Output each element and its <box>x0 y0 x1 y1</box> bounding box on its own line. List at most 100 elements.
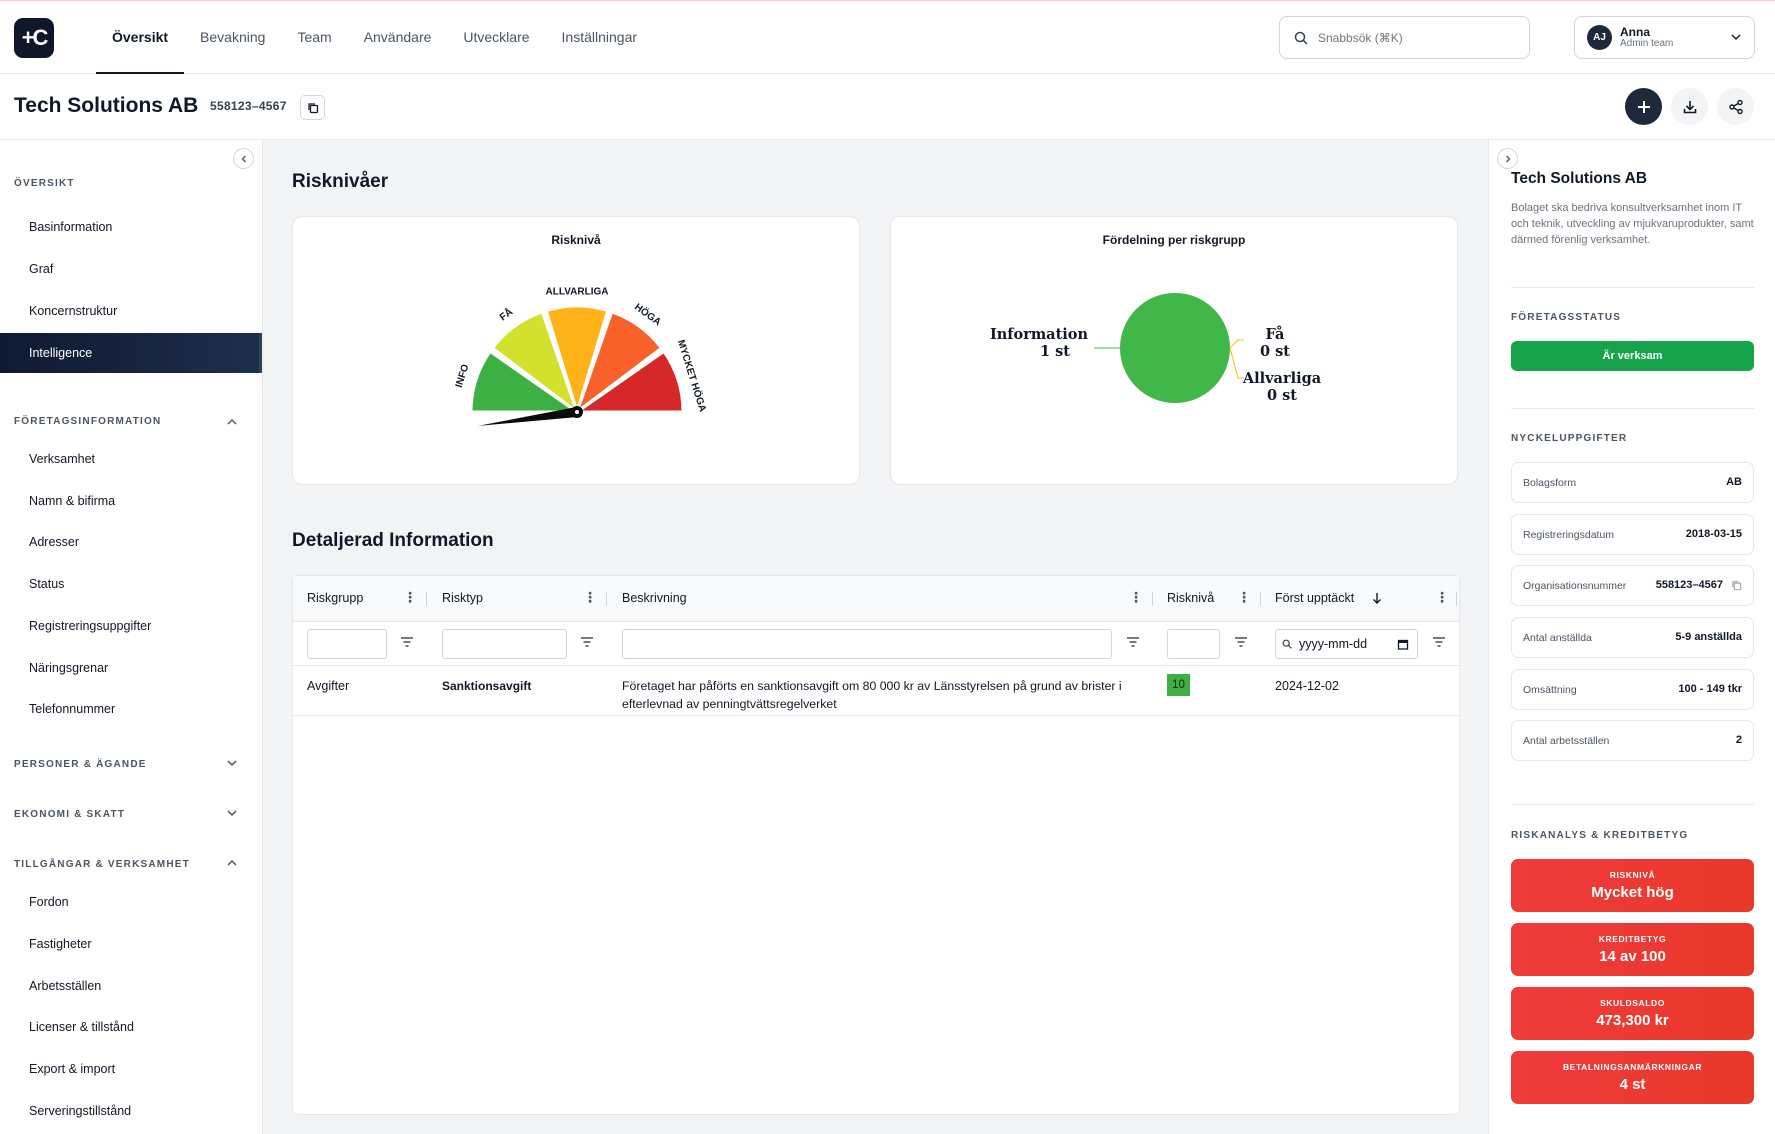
column-separator[interactable] <box>1260 592 1261 606</box>
sidebar-item-fastigheter[interactable]: Fastigheter <box>29 937 92 951</box>
column-menu-icon[interactable]: ⋮ <box>1237 589 1251 605</box>
key-value: AB <box>1726 476 1742 488</box>
share-button[interactable] <box>1717 88 1754 125</box>
chevron-down-icon[interactable] <box>226 757 238 769</box>
sidebar-item-intelligence[interactable]: Intelligence <box>0 333 262 373</box>
gauge-segment-höga <box>573 309 664 417</box>
sidebar-item-telefonnummer[interactable]: Telefonnummer <box>29 702 116 716</box>
key-label: Antal anställda <box>1523 632 1592 644</box>
avatar: AJ <box>1587 25 1612 50</box>
filter-icon[interactable] <box>580 636 594 648</box>
filter-icon[interactable] <box>400 636 414 648</box>
nav-oversikt[interactable]: Översikt <box>96 1 185 74</box>
sidebar-item-graf[interactable]: Graf <box>29 262 54 276</box>
pie-slice-information <box>1120 293 1230 403</box>
copy-button[interactable] <box>300 95 325 120</box>
sidebar-item-adresser[interactable]: Adresser <box>29 535 80 549</box>
download-icon <box>1683 100 1696 113</box>
left-sidebar: ÖVERSIKT Basinformation Graf Koncernstru… <box>0 140 263 1134</box>
download-button[interactable] <box>1671 88 1708 125</box>
filter-riskniva-input[interactable] <box>1167 629 1220 659</box>
nav-bevakning[interactable]: Bevakning <box>200 29 266 45</box>
company-status-label: FÖRETAGSSTATUS <box>1511 312 1622 323</box>
col-beskrivning[interactable]: Beskrivning <box>622 591 687 605</box>
main-nav: Översikt Bevakning Team Användare Utveck… <box>96 1 653 74</box>
section-personer-agande[interactable]: PERSONER & ÄGANDE <box>14 759 147 770</box>
company-header: Tech Solutions AB 558123–4567 <box>0 74 1775 140</box>
column-separator[interactable] <box>426 592 427 606</box>
chevron-down-icon[interactable] <box>226 807 238 819</box>
payment-remarks-card: BETALNINGSANMÄRKNINGAR 4 st <box>1511 1051 1754 1104</box>
key-value: 558123–4567 <box>1655 579 1723 591</box>
nav-anvandare[interactable]: Användare <box>363 29 432 45</box>
col-riskgrupp[interactable]: Riskgrupp <box>307 591 364 605</box>
nav-installningar[interactable]: Inställningar <box>561 29 638 45</box>
gauge-title: Risknivå <box>551 233 601 247</box>
app-logo[interactable]: +C <box>14 18 54 58</box>
quick-search[interactable] <box>1279 16 1530 59</box>
filter-icon[interactable] <box>1234 636 1248 648</box>
section-foretagsinformation[interactable]: FÖRETAGSINFORMATION <box>14 416 162 427</box>
cell-risktyp: Sanktionsavgift <box>442 679 532 693</box>
nav-team[interactable]: Team <box>297 29 332 45</box>
page-title: Tech Solutions AB <box>14 94 199 117</box>
filter-icon[interactable] <box>1126 636 1140 648</box>
table-row[interactable]: Avgifter Sanktionsavgift Företaget har p… <box>293 666 1459 716</box>
nav-utvecklare[interactable]: Utvecklare <box>463 29 530 45</box>
collapse-right-panel-button[interactable] <box>1497 148 1518 169</box>
column-menu-icon[interactable]: ⋮ <box>1435 589 1449 605</box>
column-separator[interactable] <box>606 592 607 606</box>
sidebar-item-licenser-tillstand[interactable]: Licenser & tillstånd <box>29 1020 134 1034</box>
card-value: 4 st <box>1619 1076 1646 1093</box>
col-forst-upptackt[interactable]: Först upptäckt <box>1275 591 1355 605</box>
filter-icon[interactable] <box>1432 636 1446 648</box>
sidebar-item-verksamhet[interactable]: Verksamhet <box>29 452 96 466</box>
copy-icon[interactable] <box>1731 580 1742 591</box>
key-label: Omsättning <box>1523 684 1577 696</box>
key-value: 100 - 149 tkr <box>1678 683 1742 695</box>
gauge-segment-mycket-höga <box>572 349 685 414</box>
card-label: SKULDSALDO <box>1599 998 1666 1008</box>
chevron-up-icon[interactable] <box>226 416 238 428</box>
sidebar-item-koncernstruktur[interactable]: Koncernstruktur <box>29 304 118 318</box>
sort-descending-icon[interactable] <box>1371 592 1383 605</box>
sidebar-item-basinformation[interactable]: Basinformation <box>29 220 113 234</box>
search-input[interactable] <box>1318 30 1508 45</box>
sidebar-item-naringsgrenar[interactable]: Näringsgrenar <box>29 661 109 675</box>
column-menu-icon[interactable]: ⋮ <box>583 589 597 605</box>
sidebar-item-registreringsuppgifter[interactable]: Registreringsuppgifter <box>29 619 152 633</box>
card-label: BETALNINGSANMÄRKNINGAR <box>1562 1062 1703 1072</box>
card-value: 14 av 100 <box>1599 948 1666 965</box>
filter-risktyp-input[interactable] <box>442 629 567 659</box>
key-label: Registreringsdatum <box>1523 529 1615 541</box>
sidebar-item-serveringstillstand[interactable]: Serveringstillstånd <box>29 1104 132 1118</box>
key-value-antal-arbetsstallen: Antal arbetsställen 2 <box>1511 720 1754 761</box>
chevron-right-icon <box>1505 155 1510 162</box>
column-menu-icon[interactable]: ⋮ <box>1129 589 1143 605</box>
chevron-up-icon[interactable] <box>226 857 238 869</box>
col-riskniva[interactable]: Risknivå <box>1167 591 1215 605</box>
sidebar-item-namn-bifirma[interactable]: Namn & bifirma <box>29 494 116 508</box>
risk-distribution-card: Fördelning per riskgrupp Information 1 st… <box>890 216 1458 485</box>
col-risktyp[interactable]: Risktyp <box>442 591 483 605</box>
filter-riskgrupp-input[interactable] <box>307 629 387 659</box>
sidebar-item-arbetsstallen[interactable]: Arbetsställen <box>29 979 102 993</box>
calendar-icon[interactable] <box>1397 638 1409 650</box>
add-button[interactable] <box>1625 88 1662 125</box>
sidebar-item-fordon[interactable]: Fordon <box>29 895 69 909</box>
section-ekonomi-skatt[interactable]: EKONOMI & SKATT <box>14 809 126 820</box>
filter-date-input[interactable]: yyyy-mm-dd <box>1275 629 1418 659</box>
status-badge: Är verksam <box>1511 341 1754 371</box>
column-separator[interactable] <box>1152 592 1153 606</box>
collapse-sidebar-button[interactable] <box>233 148 254 169</box>
column-menu-icon[interactable]: ⋮ <box>403 589 417 605</box>
sidebar-item-status[interactable]: Status <box>29 577 65 591</box>
sidebar-item-export-import[interactable]: Export & import <box>29 1062 116 1076</box>
filter-beskrivning-input[interactable] <box>622 629 1112 659</box>
user-menu[interactable]: AJ Anna Admin team <box>1574 16 1755 59</box>
column-separator[interactable] <box>1456 592 1457 606</box>
gauge-segment-få <box>490 309 581 417</box>
section-tillgangar-verksamhet[interactable]: TILLGÅNGAR & VERKSAMHET <box>14 859 190 870</box>
